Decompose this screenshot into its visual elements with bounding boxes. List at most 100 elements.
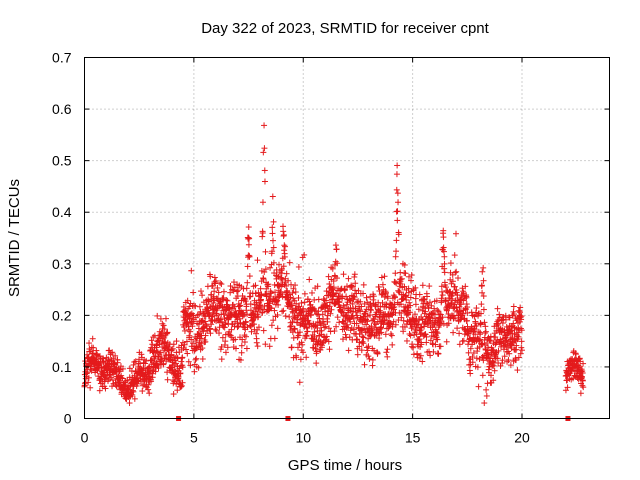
data-point bbox=[362, 308, 369, 315]
data-point bbox=[138, 351, 145, 358]
data-point bbox=[182, 306, 189, 313]
data-point bbox=[351, 294, 358, 301]
data-point bbox=[284, 287, 291, 294]
data-point bbox=[518, 344, 525, 351]
data-point bbox=[431, 305, 438, 312]
data-point bbox=[242, 298, 249, 305]
data-point bbox=[577, 390, 584, 397]
data-point bbox=[270, 317, 277, 324]
data-point bbox=[383, 289, 390, 296]
data-point bbox=[90, 344, 97, 351]
data-point bbox=[344, 283, 350, 290]
data-point bbox=[414, 350, 421, 357]
data-point bbox=[291, 326, 298, 333]
axis-ticks: 0 0.1 0.2 0.3 0.4 0.5 0.6 0.7 0 5 10 15 20 bbox=[52, 50, 610, 446]
data-point bbox=[368, 307, 375, 314]
data-point bbox=[359, 333, 366, 340]
data-point bbox=[370, 293, 377, 300]
y-tick-label: 0.1 bbox=[52, 359, 72, 375]
data-point bbox=[364, 347, 371, 354]
data-point bbox=[419, 316, 426, 323]
data-point bbox=[341, 286, 348, 293]
data-point bbox=[169, 345, 176, 352]
data-point bbox=[224, 297, 231, 304]
data-point bbox=[295, 294, 302, 301]
data-point bbox=[354, 351, 361, 358]
data-point bbox=[465, 349, 472, 356]
data-point bbox=[381, 273, 388, 280]
data-point bbox=[243, 285, 250, 292]
data-point bbox=[146, 390, 153, 397]
data-point bbox=[280, 307, 287, 314]
data-point bbox=[93, 347, 100, 354]
plot-frame bbox=[84, 57, 610, 419]
data-point bbox=[286, 259, 293, 266]
data-point bbox=[140, 382, 147, 389]
data-point bbox=[181, 327, 188, 334]
data-point bbox=[478, 282, 485, 289]
data-point bbox=[439, 292, 446, 299]
data-point bbox=[313, 348, 320, 355]
data-point bbox=[377, 309, 384, 316]
data-point bbox=[202, 338, 209, 345]
data-point bbox=[168, 346, 175, 353]
data-point bbox=[232, 345, 239, 352]
data-point bbox=[415, 306, 422, 313]
data-point bbox=[445, 310, 452, 317]
x-tick-label: 15 bbox=[405, 430, 421, 446]
data-point bbox=[192, 356, 199, 363]
data-point bbox=[227, 289, 234, 296]
data-point bbox=[324, 318, 331, 325]
data-point bbox=[360, 281, 367, 288]
x-tick-label: 0 bbox=[81, 430, 89, 446]
data-point bbox=[456, 330, 463, 337]
data-point bbox=[211, 274, 218, 281]
data-point bbox=[232, 336, 239, 343]
data-point bbox=[483, 386, 490, 393]
data-point bbox=[352, 280, 359, 287]
data-point bbox=[290, 315, 297, 322]
data-point bbox=[349, 300, 356, 307]
data-point bbox=[486, 337, 493, 344]
data-point bbox=[162, 315, 169, 322]
data-point bbox=[259, 229, 266, 236]
data-point bbox=[292, 289, 299, 296]
data-point bbox=[197, 329, 204, 336]
data-point bbox=[325, 325, 332, 332]
data-point bbox=[365, 335, 372, 342]
data-point bbox=[290, 285, 297, 292]
data-point bbox=[241, 312, 248, 319]
data-point bbox=[114, 359, 121, 366]
data-point bbox=[365, 353, 372, 360]
data-point bbox=[515, 333, 522, 340]
data-point bbox=[428, 302, 435, 309]
data-point bbox=[220, 288, 227, 295]
data-point bbox=[291, 297, 298, 304]
data-point bbox=[347, 318, 354, 325]
data-point bbox=[491, 352, 498, 359]
data-point bbox=[261, 167, 268, 174]
data-point bbox=[296, 303, 303, 310]
data-point bbox=[323, 333, 330, 340]
data-point bbox=[245, 241, 252, 248]
data-point bbox=[322, 337, 329, 344]
data-point bbox=[340, 271, 347, 278]
data-point bbox=[247, 301, 254, 308]
data-point bbox=[243, 345, 250, 352]
data-point bbox=[511, 336, 518, 343]
data-point bbox=[207, 330, 214, 337]
data-point bbox=[329, 265, 336, 272]
data-point bbox=[580, 384, 587, 391]
data-point bbox=[197, 335, 204, 342]
data-point bbox=[450, 329, 457, 336]
data-point bbox=[188, 267, 195, 274]
data-point bbox=[417, 352, 424, 359]
data-point bbox=[267, 264, 274, 271]
data-point bbox=[440, 227, 447, 234]
data-point bbox=[479, 372, 486, 379]
data-point bbox=[296, 379, 303, 386]
data-point bbox=[197, 288, 204, 295]
data-point bbox=[402, 270, 409, 277]
data-point bbox=[199, 345, 206, 352]
y-tick-label: 0.7 bbox=[52, 50, 72, 66]
